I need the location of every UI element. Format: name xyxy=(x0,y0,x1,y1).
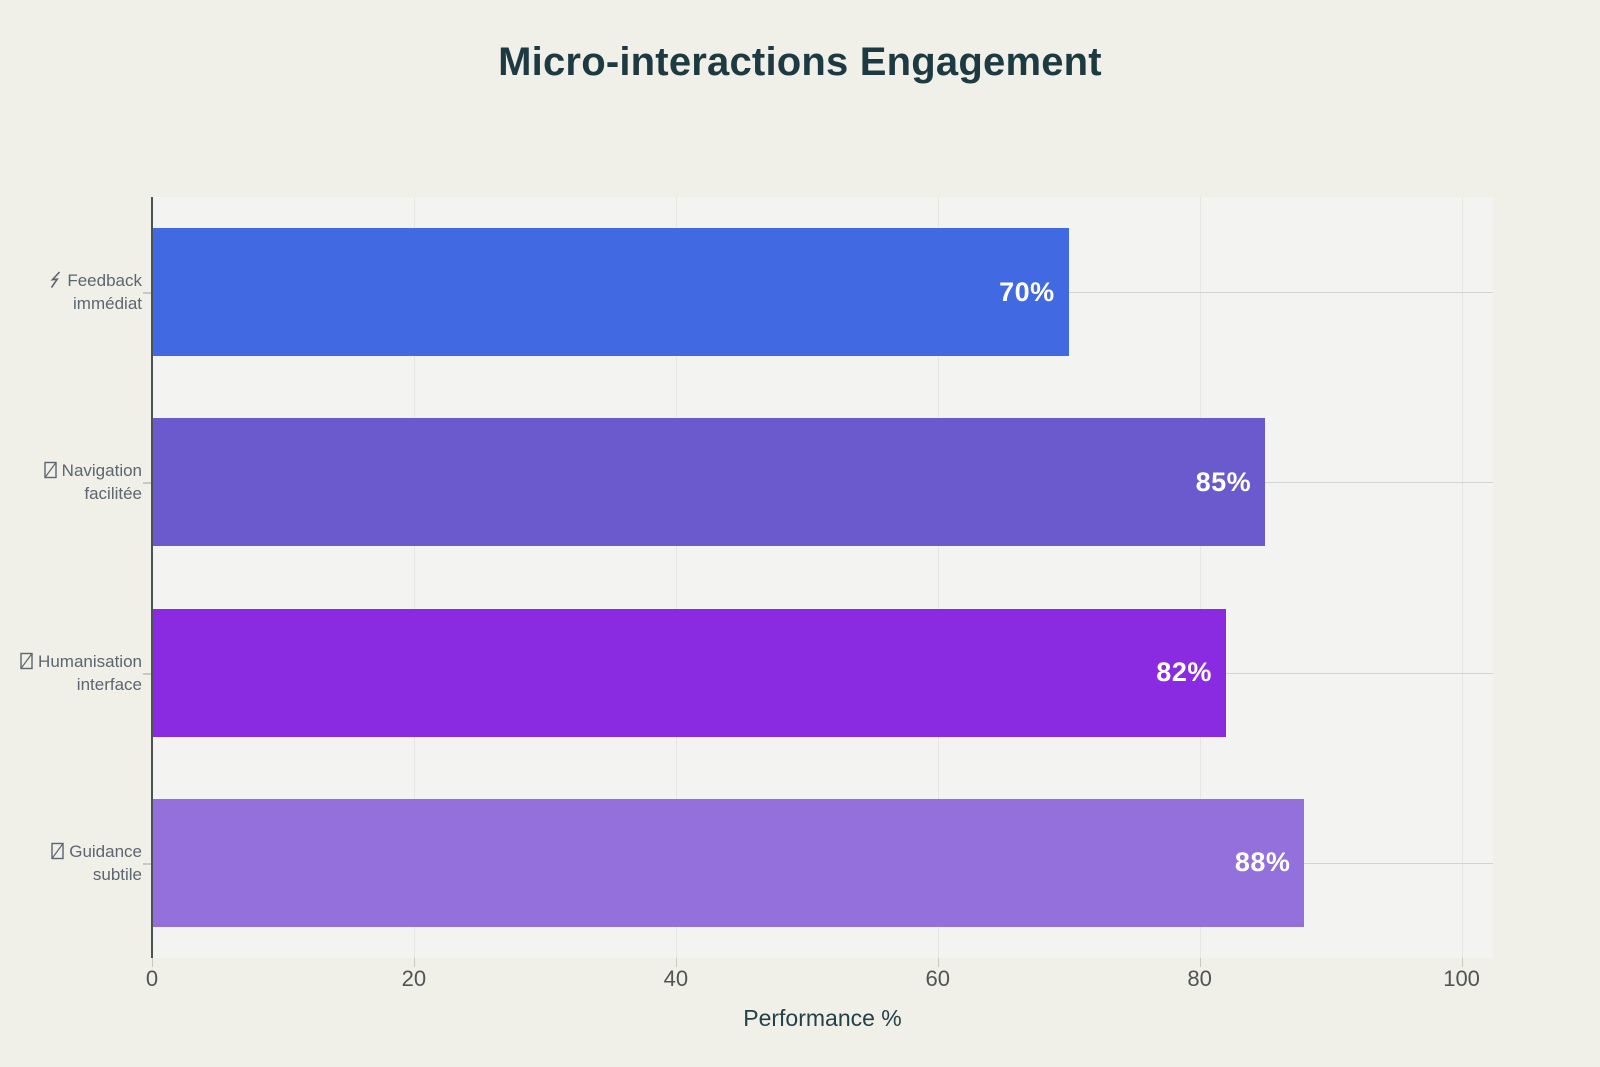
bar-3[interactable]: 82% xyxy=(152,608,1226,737)
x-tick-label: 40 xyxy=(663,966,689,991)
x-gridline xyxy=(1199,197,1201,958)
missing-glyph-icon xyxy=(51,840,64,863)
missing-glyph-icon xyxy=(20,650,33,673)
y-label-line1: Guidance xyxy=(69,841,142,861)
x-tick-label: 100 xyxy=(1443,966,1480,991)
x-tick-label: 20 xyxy=(401,966,427,991)
y-label-line1: Humanisation xyxy=(38,651,142,671)
x-tick-mark xyxy=(937,958,939,967)
bar-1[interactable]: 70% xyxy=(152,228,1069,357)
x-tick-label: 60 xyxy=(925,966,950,991)
chart-title: Micro-interactions Engagement xyxy=(498,40,1102,84)
x-axis-title: Performance % xyxy=(743,1005,902,1031)
x-tick-mark xyxy=(1461,958,1463,967)
y-tick-mark xyxy=(143,862,151,865)
x-tick-mark xyxy=(1199,958,1201,967)
x-tick-mark xyxy=(152,958,153,967)
y-category-label: Humanisation interface xyxy=(0,650,142,696)
plot-area: 70% 85% 82% 88% xyxy=(151,197,1493,958)
y-tick-mark xyxy=(143,672,151,675)
bar-value-label: 88% xyxy=(1234,847,1291,878)
y-tick-mark xyxy=(143,482,151,485)
bar-value-label: 85% xyxy=(1195,466,1252,497)
y-label-line2: facilitée xyxy=(84,484,142,504)
x-gridline xyxy=(413,197,415,958)
y-category-label: Guidance subtile xyxy=(0,840,142,886)
y-category-label: Feedback immédiat xyxy=(0,269,142,315)
bar-value-label: 82% xyxy=(1156,657,1212,688)
x-tick-label: 0 xyxy=(145,966,159,991)
y-label-line2: interface xyxy=(76,674,142,694)
x-tick-mark xyxy=(413,958,415,967)
missing-glyph-icon xyxy=(43,459,57,482)
x-tick-label: 80 xyxy=(1187,966,1212,991)
y-category-label: Navigation facilitée xyxy=(0,459,142,505)
x-gridline xyxy=(937,197,939,958)
y-label-line2: subtile xyxy=(92,864,142,884)
bar-4[interactable]: 88% xyxy=(152,798,1305,927)
y-tick-mark xyxy=(143,292,151,295)
y-label-line1: Feedback xyxy=(67,271,142,291)
y-label-line1: Navigation xyxy=(61,461,142,481)
lightning-icon xyxy=(49,269,62,292)
x-tick-mark xyxy=(675,958,677,967)
bar-2[interactable]: 85% xyxy=(152,418,1266,547)
y-axis-line xyxy=(151,197,153,958)
x-gridline xyxy=(675,197,677,958)
y-label-line2: immédiat xyxy=(73,294,142,314)
x-gridline xyxy=(1461,197,1463,958)
bar-value-label: 70% xyxy=(999,276,1055,307)
